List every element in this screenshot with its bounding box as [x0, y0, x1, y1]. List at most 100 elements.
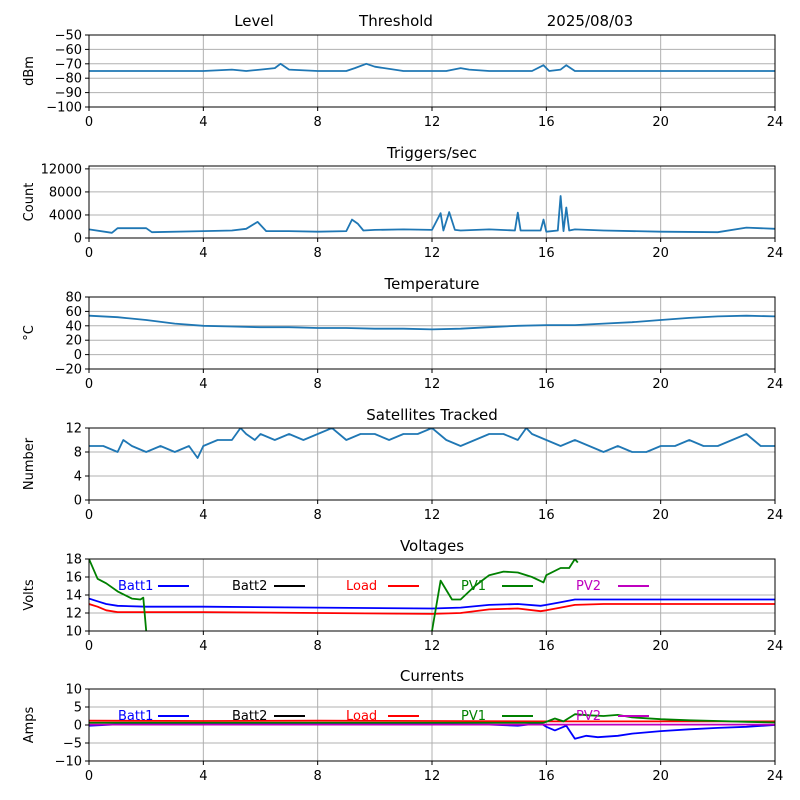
satellites-xtick-label: 4	[199, 508, 207, 523]
voltages-xtick-label: 12	[424, 639, 441, 654]
temperature-ylabel: °C	[22, 325, 37, 341]
temperature-ytick-label: 20	[65, 334, 82, 349]
triggers-ytick-label: 12000	[41, 162, 82, 177]
level-header-2: 2025/08/03	[547, 12, 633, 30]
voltages-xtick-label: 20	[652, 639, 669, 654]
temperature-xtick-label: 0	[85, 377, 93, 392]
satellites-ytick-label: 8	[74, 446, 82, 461]
satellites-xtick-label: 0	[85, 508, 93, 523]
currents-xtick-label: 8	[314, 769, 322, 784]
voltages-legend-load-label: Load	[346, 579, 377, 594]
currents-ytick-label: 10	[65, 683, 82, 698]
temperature-ytick-label: 40	[65, 319, 82, 334]
voltages-legend-batt2-label: Batt2	[232, 579, 267, 594]
currents-legend-load-label: Load	[346, 709, 377, 724]
currents-ytick-label: 0	[74, 719, 82, 734]
level-ytick-label: −80	[55, 72, 82, 87]
voltages-legend-pv2-label: PV2	[576, 579, 601, 594]
voltages-xtick-label: 16	[538, 639, 555, 654]
triggers-xtick-label: 0	[85, 246, 93, 261]
triggers-series-0-line	[89, 195, 775, 234]
satellites-ytick-label: 0	[74, 494, 82, 509]
triggers-ytick-label: 0	[74, 232, 82, 247]
voltages-ytick-label: 12	[65, 607, 82, 622]
voltages-xtick-label: 24	[767, 639, 784, 654]
level-ytick-label: −100	[46, 101, 82, 116]
temperature-title: Temperature	[383, 275, 479, 293]
temperature-ytick-label: 0	[74, 348, 82, 363]
currents-xtick-label: 0	[85, 769, 93, 784]
currents-xtick-label: 12	[424, 769, 441, 784]
voltages-series-pv1-line	[89, 559, 148, 631]
level-xtick-label: 24	[767, 115, 784, 130]
currents-legend-pv2-label: PV2	[576, 709, 601, 724]
voltages-panel: 0 4 8 12 16 20 24 10 12 14 16 18 Volts Voltages Batt1 B…	[22, 537, 783, 654]
level-xtick-label: 8	[314, 115, 322, 130]
currents-ytick-label: −10	[55, 755, 82, 770]
currents-xtick-label: 4	[199, 769, 207, 784]
currents-title: Currents	[400, 667, 464, 685]
currents-xtick-label: 20	[652, 769, 669, 784]
voltages-ytick-label: 18	[65, 553, 82, 568]
satellites-xtick-label: 16	[538, 508, 555, 523]
satellites-xtick-label: 24	[767, 508, 784, 523]
temperature-ytick-label: 80	[65, 291, 82, 306]
level-header-1: Threshold	[358, 12, 433, 30]
triggers-xtick-label: 20	[652, 246, 669, 261]
voltages-title: Voltages	[400, 537, 464, 555]
currents-series-load-line	[89, 719, 775, 723]
voltages-series-batt1-line	[89, 597, 775, 610]
currents-ylabel: Amps	[22, 706, 37, 743]
level-ylabel: dBm	[22, 56, 37, 86]
triggers-title: Triggers/sec	[386, 144, 477, 162]
satellites-ylabel: Number	[22, 437, 37, 490]
voltages-ylabel: Volts	[22, 579, 37, 611]
level-ytick-label: −90	[55, 86, 82, 101]
satellites-xtick-label: 12	[424, 508, 441, 523]
level-ytick-label: −70	[55, 57, 82, 72]
level-ytick-label: −50	[55, 29, 82, 44]
triggers-xtick-label: 4	[199, 246, 207, 261]
temperature-xtick-label: 12	[424, 377, 441, 392]
temperature-xtick-label: 24	[767, 377, 784, 392]
currents-legend-batt2-label: Batt2	[232, 709, 267, 724]
temperature-xtick-label: 20	[652, 377, 669, 392]
currents-legend-pv1-label: PV1	[461, 709, 486, 724]
voltages-xtick-label: 8	[314, 639, 322, 654]
temperature-ytick-label: −20	[55, 363, 82, 378]
level-header-0: Level	[234, 12, 274, 30]
level-xtick-label: 0	[85, 115, 93, 130]
level-series-0-line	[89, 62, 775, 72]
triggers-xtick-label: 16	[538, 246, 555, 261]
satellites-ytick-label: 12	[65, 422, 82, 437]
temperature-xtick-label: 8	[314, 377, 322, 392]
level-ytick-label: −60	[55, 43, 82, 58]
currents-xtick-label: 16	[538, 769, 555, 784]
temperature-ytick-label: 60	[65, 305, 82, 320]
voltages-legend-pv1-label: PV1	[461, 579, 486, 594]
satellites-panel: 0 4 8 12 16 20 24 0 4 8 12 Number Satellites Tracked	[22, 406, 783, 523]
level-xtick-label: 4	[199, 115, 207, 130]
temperature-xtick-label: 4	[199, 377, 207, 392]
satellites-xtick-label: 8	[314, 508, 322, 523]
voltages-legend-batt1-label: Batt1	[118, 579, 153, 594]
currents-panel: 0 4 8 12 16 20 24 −10 −5 0 5 10 Amps Currents Batt1 Bat…	[22, 667, 783, 784]
currents-series-pv1-line	[89, 713, 775, 724]
level-xtick-label: 20	[652, 115, 669, 130]
triggers-ytick-label: 4000	[49, 208, 82, 223]
satellites-series-0-line	[89, 428, 775, 459]
level-xtick-label: 12	[424, 115, 441, 130]
currents-ytick-label: −5	[63, 737, 82, 752]
voltages-ytick-label: 10	[65, 625, 82, 640]
triggers-ylabel: Count	[22, 183, 37, 222]
triggers-ytick-label: 8000	[49, 185, 82, 200]
satellites-ytick-label: 4	[74, 470, 82, 485]
triggers-panel: 0 4 8 12 16 20 24 0 4000 8000 12000 Count Triggers/s…	[22, 144, 783, 261]
voltages-ytick-label: 14	[65, 589, 82, 604]
currents-legend-batt1-label: Batt1	[118, 709, 153, 724]
currents-ytick-label: 5	[74, 701, 82, 716]
voltages-ytick-label: 16	[65, 571, 82, 586]
voltages-xtick-label: 4	[199, 639, 207, 654]
